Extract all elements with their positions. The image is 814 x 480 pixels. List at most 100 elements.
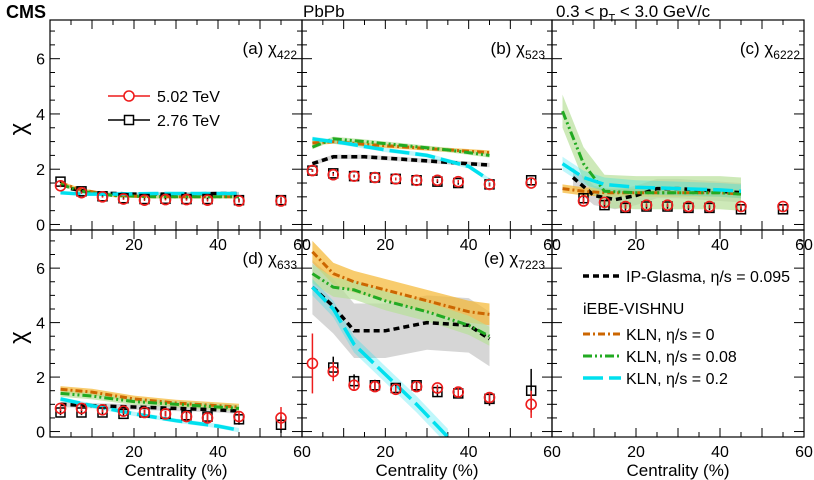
panel-title-subscript: 7223 xyxy=(518,258,545,272)
panel-title: (a) χ422 xyxy=(243,39,298,62)
kln_008-legend-label: KLN, η/s = 0.08 xyxy=(626,349,737,366)
x-tick-label: 40 xyxy=(460,444,478,461)
panel-f: 20 40 60 Centrality (%) IP-Glasma, η/s = 0.0… xyxy=(551,229,813,480)
panel-data xyxy=(54,386,287,433)
cms-502-point xyxy=(327,365,340,378)
cms_276-legend-marker xyxy=(123,114,135,126)
panel-data xyxy=(54,176,287,207)
kln_02-line xyxy=(60,397,240,432)
cms-502-point xyxy=(54,402,67,415)
kln_0-legend-label: KLN, η/s = 0 xyxy=(626,327,715,344)
cms-502-point xyxy=(525,398,537,411)
y-tick-label: 6 xyxy=(36,261,45,278)
kln_0-line xyxy=(311,250,490,316)
y-tick-label: 0 xyxy=(36,425,45,442)
cms-502-point xyxy=(577,195,590,207)
cms-502-point xyxy=(275,195,287,207)
x-tick-label: 20 xyxy=(125,444,143,461)
cms-legend: 5.02 TeV 2.76 TeV xyxy=(108,89,220,130)
x-axis-label: Centrality (%) xyxy=(376,461,479,480)
cms-502-point xyxy=(682,200,695,213)
kln_008-band xyxy=(562,94,741,211)
x-axis-label: Centrality (%) xyxy=(125,461,228,480)
kln_008-line xyxy=(60,391,240,410)
kln_02-legend-label: KLN, η/s = 0.2 xyxy=(626,371,728,388)
panel-title-subscript: 422 xyxy=(277,48,297,62)
cms-502-point xyxy=(117,405,130,417)
panel-c: 20 40 60(c) χ6222 xyxy=(551,19,813,254)
panel-title-main: (e) χ xyxy=(484,249,519,268)
y-tick-label: 6 xyxy=(36,52,45,69)
kinematics-subscript: T xyxy=(608,12,616,25)
cms-502-point xyxy=(483,178,496,191)
x-tick-label: 40 xyxy=(209,237,227,254)
cms-502-point xyxy=(389,173,402,185)
cms-502-point xyxy=(180,410,193,423)
kln_02-line xyxy=(60,190,239,196)
cms-502-point xyxy=(159,193,172,206)
cms-502-point xyxy=(138,194,151,206)
x-tick-label: 40 xyxy=(209,444,227,461)
x-tick-label: 60 xyxy=(293,444,311,461)
cms-502-point xyxy=(75,186,88,199)
cms_276-legend-label: 2.76 TeV xyxy=(157,113,220,130)
legend-group-title: iEBE-VISHNU xyxy=(583,301,684,318)
cms-502-point xyxy=(640,199,653,211)
panel-title: (d) χ633 xyxy=(243,249,298,272)
cms-502-point xyxy=(233,410,245,423)
panel-data xyxy=(306,240,537,437)
cms-502-point xyxy=(777,200,789,213)
model-legend: IP-Glasma, η/s = 0.095 KLN, η/s = 0 KLN, η… xyxy=(583,269,790,388)
cms-502-point xyxy=(96,403,109,416)
x-tick-label: 20 xyxy=(627,444,645,461)
x-tick-label: 60 xyxy=(543,444,561,461)
cms-502-point xyxy=(233,195,245,207)
panel-frame xyxy=(551,229,805,438)
cms-502-point xyxy=(735,200,747,213)
cms-502-point xyxy=(348,379,360,392)
x-tick-label: 20 xyxy=(376,237,394,254)
x-tick-label: 60 xyxy=(795,444,813,461)
ip_glasma-line xyxy=(571,176,742,202)
panel-title: (c) χ6222 xyxy=(740,39,800,62)
cms-502-point xyxy=(180,193,193,206)
cms-502-point xyxy=(275,412,287,424)
cms-502-point xyxy=(661,199,674,211)
y-axis-label: χ xyxy=(5,331,32,344)
cms-502-point xyxy=(369,380,381,393)
panel-title-main: (c) χ xyxy=(740,39,774,58)
kinematics-suffix: < 3.0 GeV/c xyxy=(615,2,711,21)
cms-502-point xyxy=(703,200,716,213)
cms-502-point xyxy=(431,382,444,394)
cms-502-point xyxy=(452,386,465,398)
x-tick-label: 20 xyxy=(125,237,143,254)
y-tick-label: 4 xyxy=(36,316,45,333)
kinematic-range-label: 0.3 < pT < 3.0 GeV/c xyxy=(556,2,710,24)
cms-502-point xyxy=(410,174,423,187)
kln_02-line xyxy=(312,137,491,182)
panel-d: 20 40 60 0 2 4 6 χ Centrality (%) (d) χ633 xyxy=(5,229,311,480)
cms-502-point xyxy=(327,168,340,181)
x-tick-label: 20 xyxy=(376,444,394,461)
cms-502-point xyxy=(201,194,214,206)
cms-502-point xyxy=(117,193,130,205)
cms-502-point xyxy=(306,164,319,177)
x-tick-label: 40 xyxy=(460,237,478,254)
cms-502-point xyxy=(306,357,319,370)
panel-data xyxy=(306,136,537,191)
cms-502-point xyxy=(483,391,496,404)
x-tick-label: 20 xyxy=(627,237,645,254)
cms-502-point xyxy=(159,408,172,420)
cms-502-point xyxy=(369,171,381,184)
cms-502-point xyxy=(201,412,214,424)
kln_02-line xyxy=(561,162,742,194)
collision-system-label: PbPb xyxy=(303,2,345,21)
x-tick-label: 40 xyxy=(711,444,729,461)
cms-502-point xyxy=(389,383,402,396)
kln_0-line xyxy=(562,187,742,196)
cms-502-point xyxy=(138,406,151,419)
cms-502-point xyxy=(410,380,423,393)
y-tick-label: 4 xyxy=(36,107,45,124)
